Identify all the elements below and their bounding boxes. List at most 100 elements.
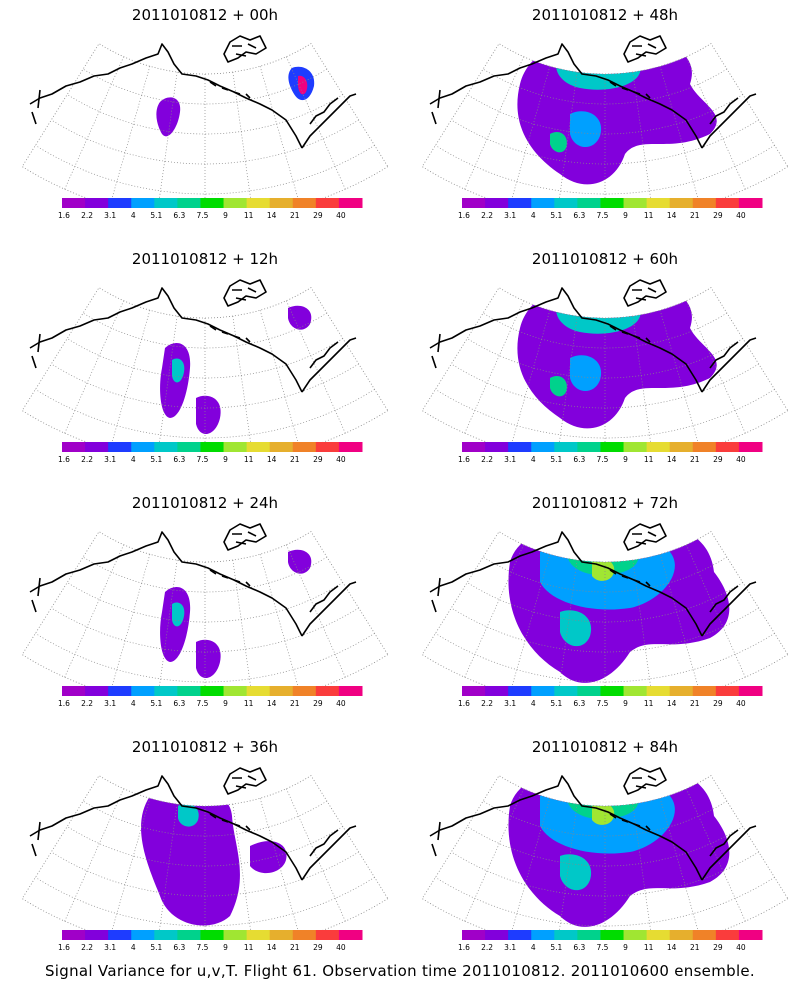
colorbar-swatch xyxy=(554,198,578,208)
variance-region xyxy=(288,305,312,330)
colorbar-tick-label: 11 xyxy=(244,943,254,952)
colorbar-swatch xyxy=(531,930,555,940)
colorbar-tick-label: 9 xyxy=(223,455,228,464)
map-frame xyxy=(21,775,389,936)
variance-region xyxy=(550,131,567,153)
polar-map xyxy=(21,523,389,692)
colorbar-tick-label: 1.6 xyxy=(458,211,470,220)
polar-map xyxy=(21,35,389,204)
colorbar-swatch xyxy=(600,198,625,208)
colorbar-tick-label: 2.2 xyxy=(481,943,493,952)
colorbar-tick-label: 14 xyxy=(267,699,277,708)
colorbar-swatch xyxy=(200,930,225,940)
colorbar-swatch xyxy=(531,442,555,452)
variance-field xyxy=(508,775,730,927)
variance-region xyxy=(550,375,567,397)
forecast-panel: 2011010812 + 36h 1.6 2.2 3.1 4 5.1 6.3 7.5 9 11 14… xyxy=(10,732,400,972)
panel-title: 2011010812 + 12h xyxy=(131,250,279,268)
colorbar-tick-label: 11 xyxy=(644,699,654,708)
variance-region xyxy=(250,841,287,874)
colorbar-swatch xyxy=(108,442,132,452)
colorbar-swatch xyxy=(600,686,625,696)
colorbar-swatch xyxy=(223,930,248,940)
map-frame xyxy=(21,43,389,204)
colorbar-tick-label: 4 xyxy=(131,455,136,464)
panel-title: 2011010812 + 00h xyxy=(131,6,279,24)
colorbar-tick-label: 14 xyxy=(667,943,677,952)
colorbar-tick-label: 40 xyxy=(736,699,746,708)
polar-map xyxy=(421,35,789,204)
colorbar: 1.6 2.2 3.1 4 5.1 6.3 7.5 9 11 14 21 29 40 xyxy=(58,930,363,952)
colorbar-swatch xyxy=(131,930,155,940)
colorbar-swatch xyxy=(715,198,740,208)
colorbar-tick-label: 1.6 xyxy=(58,455,70,464)
colorbar-swatch xyxy=(246,686,271,696)
colorbar-swatch xyxy=(485,930,509,940)
colorbar-tick-label: 5.1 xyxy=(550,455,562,464)
colorbar-tick-label: 6.3 xyxy=(573,943,585,952)
colorbar-swatch xyxy=(85,686,109,696)
colorbar: 1.6 2.2 3.1 4 5.1 6.3 7.5 9 11 14 21 29 40 xyxy=(58,442,363,464)
colorbar-swatch xyxy=(554,442,578,452)
colorbar-tick-label: 29 xyxy=(313,211,323,220)
colorbar-swatch xyxy=(623,930,648,940)
colorbar-swatch xyxy=(108,198,132,208)
colorbar: 1.6 2.2 3.1 4 5.1 6.3 7.5 9 11 14 21 29 40 xyxy=(458,686,763,708)
graticule xyxy=(435,544,775,692)
colorbar-swatch xyxy=(200,442,225,452)
coastline xyxy=(29,767,357,881)
colorbar-swatch xyxy=(577,930,601,940)
colorbar-swatch xyxy=(200,198,225,208)
forecast-panel: 2011010812 + 72h 1.6 2.2 3.1 4 5.1 6.3 7.5 9 11 14… xyxy=(410,488,800,728)
colorbar-tick-label: 21 xyxy=(690,455,700,464)
colorbar-tick-label: 21 xyxy=(690,943,700,952)
map-frame xyxy=(21,287,389,448)
colorbar-tick-label: 4 xyxy=(131,699,136,708)
colorbar-tick-label: 40 xyxy=(736,943,746,952)
polar-map xyxy=(421,523,789,692)
colorbar-swatch xyxy=(485,198,509,208)
colorbar-tick-label: 5.1 xyxy=(550,211,562,220)
graticule xyxy=(35,788,375,936)
forecast-panel: 2011010812 + 84h 1.6 2.2 3.1 4 5.1 6.3 7.5 9 11 14… xyxy=(410,732,800,972)
panel-title: 2011010812 + 72h xyxy=(531,494,679,512)
variance-field xyxy=(517,43,717,185)
colorbar-swatch xyxy=(692,686,717,696)
colorbar-swatch xyxy=(62,686,86,696)
colorbar-swatch xyxy=(692,930,717,940)
colorbar-tick-label: 9 xyxy=(623,211,628,220)
colorbar-tick-label: 5.1 xyxy=(550,699,562,708)
colorbar-tick-label: 9 xyxy=(223,211,228,220)
variance-region xyxy=(172,602,185,627)
colorbar-tick-label: 3.1 xyxy=(504,455,516,464)
colorbar-tick-label: 2.2 xyxy=(81,211,93,220)
colorbar-swatch xyxy=(646,930,671,940)
colorbar-swatch xyxy=(738,198,763,208)
polar-map xyxy=(421,279,789,448)
colorbar-tick-label: 5.1 xyxy=(150,211,162,220)
colorbar-tick-label: 14 xyxy=(267,211,277,220)
variance-region xyxy=(570,355,602,392)
colorbar-swatch xyxy=(531,686,555,696)
colorbar-swatch xyxy=(223,198,248,208)
colorbar-swatch xyxy=(154,442,178,452)
colorbar-swatch xyxy=(508,930,532,940)
colorbar-swatch xyxy=(269,198,294,208)
colorbar-tick-label: 1.6 xyxy=(458,699,470,708)
colorbar-swatch xyxy=(623,442,648,452)
colorbar-tick-label: 21 xyxy=(290,211,300,220)
colorbar-swatch xyxy=(738,686,763,696)
colorbar-swatch xyxy=(338,930,363,940)
colorbar-tick-label: 2.2 xyxy=(481,211,493,220)
colorbar-swatch xyxy=(577,198,601,208)
colorbar-swatch xyxy=(646,198,671,208)
colorbar-tick-label: 1.6 xyxy=(58,699,70,708)
colorbar-swatch xyxy=(108,686,132,696)
colorbar-swatch xyxy=(646,442,671,452)
colorbar-swatch xyxy=(554,930,578,940)
colorbar-tick-label: 6.3 xyxy=(173,943,185,952)
colorbar-swatch xyxy=(269,686,294,696)
colorbar-tick-label: 6.3 xyxy=(573,699,585,708)
colorbar-swatch xyxy=(669,442,694,452)
graticule xyxy=(35,300,375,448)
